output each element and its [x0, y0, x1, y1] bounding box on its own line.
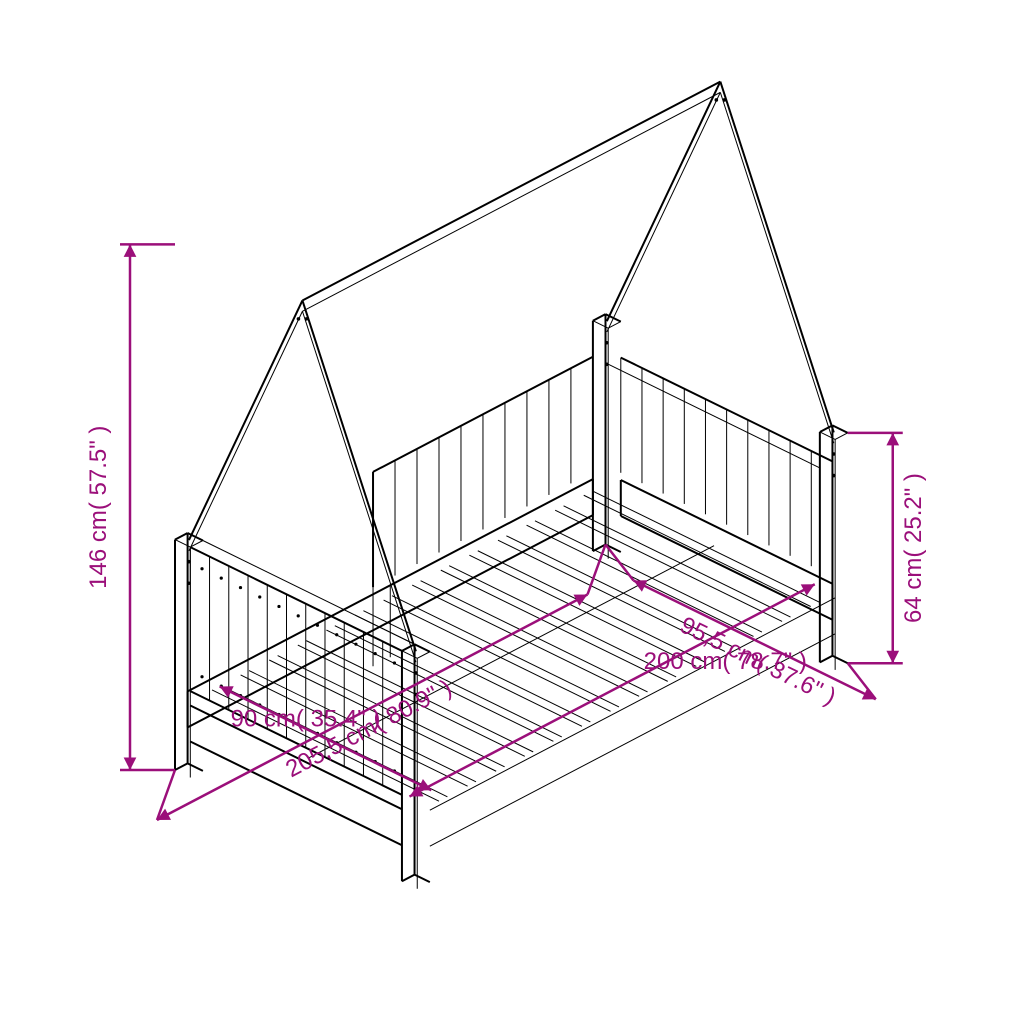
dim-height-total: 146 cm( 57.5" ) — [85, 426, 112, 589]
dim-rail-height: 64 cm( 25.2" ) — [900, 473, 927, 623]
